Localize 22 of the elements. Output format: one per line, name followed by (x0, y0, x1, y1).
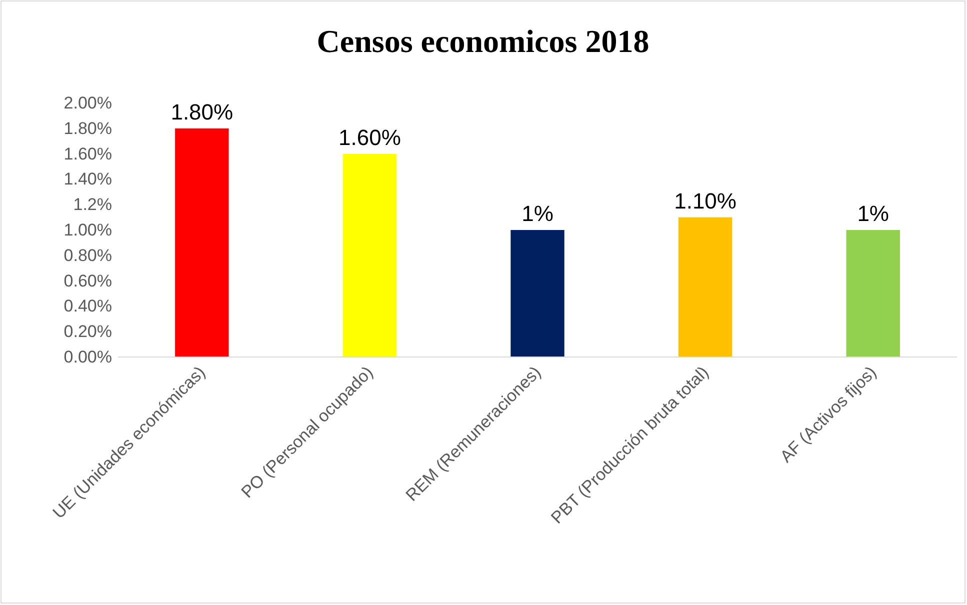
y-tick-label: 2.00% (64, 93, 112, 112)
data-label: 1% (522, 201, 554, 226)
chart-title: Censos economicos 2018 (316, 23, 650, 59)
y-tick-label: 1.2% (73, 195, 112, 214)
y-tick-label: 0.80% (64, 246, 112, 265)
y-tick-label: 0.40% (64, 296, 112, 316)
bar (342, 154, 397, 357)
y-tick-label: 1.40% (64, 170, 112, 189)
bar (678, 217, 732, 357)
data-label: 1.60% (338, 124, 401, 150)
bar (846, 230, 900, 357)
data-label: 1.80% (170, 99, 234, 124)
data-label: 1% (857, 201, 889, 226)
y-tick-label: 0.20% (64, 322, 112, 342)
y-tick-label: 1.80% (64, 118, 112, 138)
bar (175, 128, 229, 357)
y-tick-label: 1.00% (64, 220, 112, 240)
data-label: 1.10% (674, 188, 736, 214)
y-tick-label: 0.00% (64, 347, 112, 366)
y-tick-label: 1.60% (64, 144, 112, 164)
y-tick-label: 0.60% (64, 271, 112, 290)
bar (510, 230, 564, 357)
